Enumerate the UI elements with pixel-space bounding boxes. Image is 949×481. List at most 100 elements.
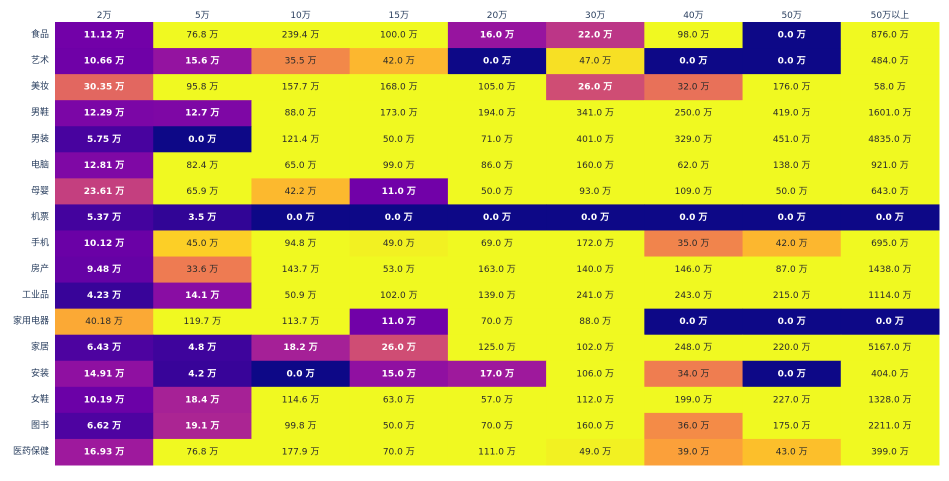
heatmap-cell	[546, 386, 645, 414]
x-tick-label: 15万	[389, 11, 409, 21]
cell-label: 484.0 万	[871, 57, 909, 67]
cell-label: 86.0 万	[481, 161, 513, 171]
cell-label: 0.0 万	[581, 212, 609, 223]
heatmap-cell	[153, 282, 252, 310]
heatmap-cell	[644, 22, 744, 49]
heatmap-cell	[55, 178, 154, 205]
cell-label: 419.0 万	[773, 109, 811, 119]
cell-label: 26.0 万	[578, 82, 612, 93]
heatmap-cell	[546, 126, 645, 153]
heatmap-cell	[546, 48, 645, 75]
heatmap-cell	[742, 334, 842, 362]
heatmap-cell	[447, 386, 547, 414]
cell-label: 6.62 万	[87, 420, 121, 431]
heatmap-cell	[153, 334, 252, 362]
cell-label: 921.0 万	[871, 161, 909, 171]
cell-label: 49.0 万	[383, 239, 415, 249]
cell-label: 106.0 万	[576, 369, 614, 379]
heatmap-cell	[153, 230, 252, 258]
cell-label: 109.0 万	[675, 187, 713, 197]
cell-label: 172.0 万	[576, 239, 614, 249]
x-tick-label: 5万	[195, 11, 210, 21]
heatmap-cell	[742, 308, 842, 336]
cell-label: 50.9 万	[285, 291, 317, 301]
y-tick-label: 工业品	[22, 290, 49, 301]
cell-label: 76.8 万	[186, 31, 218, 41]
heatmap-cell	[55, 256, 154, 284]
heatmap-cell	[447, 126, 547, 153]
cell-label: 0.0 万	[287, 212, 315, 223]
cell-label: 341.0 万	[576, 109, 614, 119]
cell-label: 176.0 万	[773, 83, 811, 93]
cell-label: 22.0 万	[578, 30, 612, 41]
heatmap-cell	[840, 256, 940, 284]
heatmap-cell	[644, 412, 744, 440]
heatmap-cell	[251, 438, 351, 466]
heatmap-cell	[55, 438, 154, 466]
cell-label: 243.0 万	[675, 291, 713, 301]
heatmap-cell	[55, 22, 154, 49]
cell-label: 125.0 万	[478, 343, 516, 353]
cell-label: 0.0 万	[287, 368, 315, 379]
heatmap-cell	[55, 412, 154, 440]
heatmap-cell	[546, 308, 645, 336]
cell-label: 102.0 万	[576, 343, 614, 353]
cell-label: 1601.0 万	[868, 109, 911, 119]
cell-label: 0.0 万	[188, 134, 216, 145]
heatmap-cell	[153, 152, 252, 179]
cell-label: 160.0 万	[576, 421, 614, 431]
heatmap-cell	[251, 230, 351, 258]
heatmap-cell	[644, 256, 744, 284]
cell-label: 4.8 万	[188, 342, 216, 353]
heatmap-cell	[251, 152, 351, 179]
heatmap-cell	[349, 308, 449, 336]
heatmap-cell	[251, 178, 351, 205]
cell-label: 100.0 万	[380, 31, 418, 41]
cell-label: 12.29 万	[84, 108, 125, 119]
heatmap-cell	[55, 386, 154, 414]
y-tick-label: 食品	[31, 28, 49, 40]
heatmap-cell	[349, 48, 449, 75]
cell-label: 220.0 万	[773, 343, 811, 353]
heatmap-cell	[153, 412, 252, 440]
cell-label: 16.93 万	[84, 446, 125, 457]
heatmap-cell	[349, 412, 449, 440]
cell-label: 18.2 万	[283, 342, 317, 353]
cell-label: 239.4 万	[282, 31, 320, 41]
cell-label: 19.1 万	[185, 420, 219, 431]
heatmap-cell	[251, 282, 351, 310]
heatmap-cell	[840, 152, 940, 179]
heatmap-cell	[349, 204, 449, 231]
cell-label: 139.0 万	[478, 291, 516, 301]
heatmap-cell	[742, 204, 842, 231]
heatmap-cell	[251, 308, 351, 336]
cell-label: 401.0 万	[576, 135, 614, 145]
cell-label: 876.0 万	[871, 31, 909, 41]
cell-label: 168.0 万	[380, 83, 418, 93]
cell-label: 88.0 万	[579, 317, 611, 327]
cell-label: 102.0 万	[380, 291, 418, 301]
cell-label: 177.9 万	[282, 447, 320, 457]
heatmap-cell	[349, 256, 449, 284]
cell-label: 10.66 万	[84, 56, 125, 67]
heatmap-cell	[742, 126, 842, 153]
cell-label: 98.0 万	[677, 31, 709, 41]
cell-label: 95.8 万	[186, 83, 218, 93]
cell-label: 215.0 万	[773, 291, 811, 301]
heatmap-cell	[840, 178, 940, 205]
cell-label: 42.0 万	[776, 239, 808, 249]
cell-label: 157.7 万	[282, 83, 320, 93]
heatmap-cell	[742, 48, 842, 75]
heatmap-cell	[447, 360, 547, 388]
cell-label: 15.0 万	[382, 368, 416, 379]
cell-label: 695.0 万	[871, 239, 909, 249]
cell-label: 23.61 万	[84, 186, 125, 197]
heatmap-cell	[447, 152, 547, 179]
cell-label: 87.0 万	[776, 265, 808, 275]
cell-label: 0.0 万	[778, 56, 806, 67]
heatmap-cell	[742, 386, 842, 414]
cell-label: 0.0 万	[876, 316, 904, 327]
cell-label: 39.0 万	[677, 447, 709, 457]
